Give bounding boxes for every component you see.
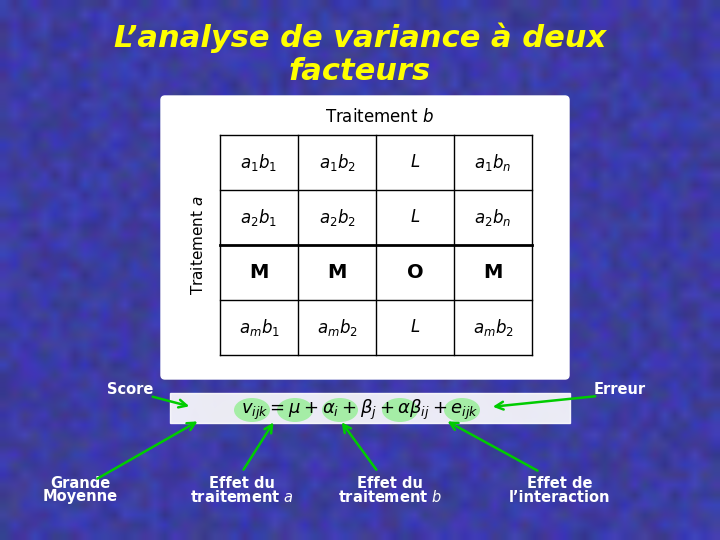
Ellipse shape xyxy=(382,398,418,422)
Text: $a_mb_2$: $a_mb_2$ xyxy=(472,317,513,338)
Text: $\mathbf{M}$: $\mathbf{M}$ xyxy=(249,264,269,281)
Text: $a_1b_1$: $a_1b_1$ xyxy=(240,152,277,173)
Text: Traitement $b$: Traitement $b$ xyxy=(325,108,435,126)
Text: l’interaction: l’interaction xyxy=(509,489,611,504)
Text: traitement $a$: traitement $a$ xyxy=(190,489,294,505)
Text: $\mathbf{M}$: $\mathbf{M}$ xyxy=(327,264,347,281)
Text: L’analyse de variance à deux: L’analyse de variance à deux xyxy=(114,23,606,53)
Text: $a_2b_2$: $a_2b_2$ xyxy=(318,207,356,228)
Text: $L$: $L$ xyxy=(410,154,420,171)
Text: Traitement $a$: Traitement $a$ xyxy=(190,195,206,295)
Text: $L$: $L$ xyxy=(410,319,420,336)
Text: $a_2b_n$: $a_2b_n$ xyxy=(474,207,512,228)
FancyBboxPatch shape xyxy=(161,96,569,379)
Ellipse shape xyxy=(234,398,270,422)
Text: $\mathbf{O}$: $\mathbf{O}$ xyxy=(406,264,424,281)
Text: traitement $b$: traitement $b$ xyxy=(338,489,442,505)
Ellipse shape xyxy=(277,398,313,422)
Text: $a_mb_1$: $a_mb_1$ xyxy=(238,317,279,338)
Text: Effet du: Effet du xyxy=(357,476,423,490)
Text: Effet du: Effet du xyxy=(209,476,275,490)
Text: Score: Score xyxy=(107,382,153,397)
FancyBboxPatch shape xyxy=(170,393,570,423)
Text: Moyenne: Moyenne xyxy=(42,489,117,504)
Text: $a_mb_2$: $a_mb_2$ xyxy=(317,317,357,338)
Text: $\mathbf{M}$: $\mathbf{M}$ xyxy=(483,264,503,281)
Text: Erreur: Erreur xyxy=(594,382,646,397)
Text: Effet de: Effet de xyxy=(527,476,593,490)
Text: $L$: $L$ xyxy=(410,209,420,226)
Text: facteurs: facteurs xyxy=(289,57,431,86)
Text: $a_2b_1$: $a_2b_1$ xyxy=(240,207,277,228)
Ellipse shape xyxy=(322,398,358,422)
Text: $v_{ijk} = \mu + \alpha_i + \beta_j + \alpha\beta_{ij} + e_{ijk}$: $v_{ijk} = \mu + \alpha_i + \beta_j + \a… xyxy=(241,398,479,422)
Ellipse shape xyxy=(444,398,480,422)
Text: $a_1b_2$: $a_1b_2$ xyxy=(318,152,356,173)
Text: $a_1b_n$: $a_1b_n$ xyxy=(474,152,512,173)
Text: Grande: Grande xyxy=(50,476,110,490)
